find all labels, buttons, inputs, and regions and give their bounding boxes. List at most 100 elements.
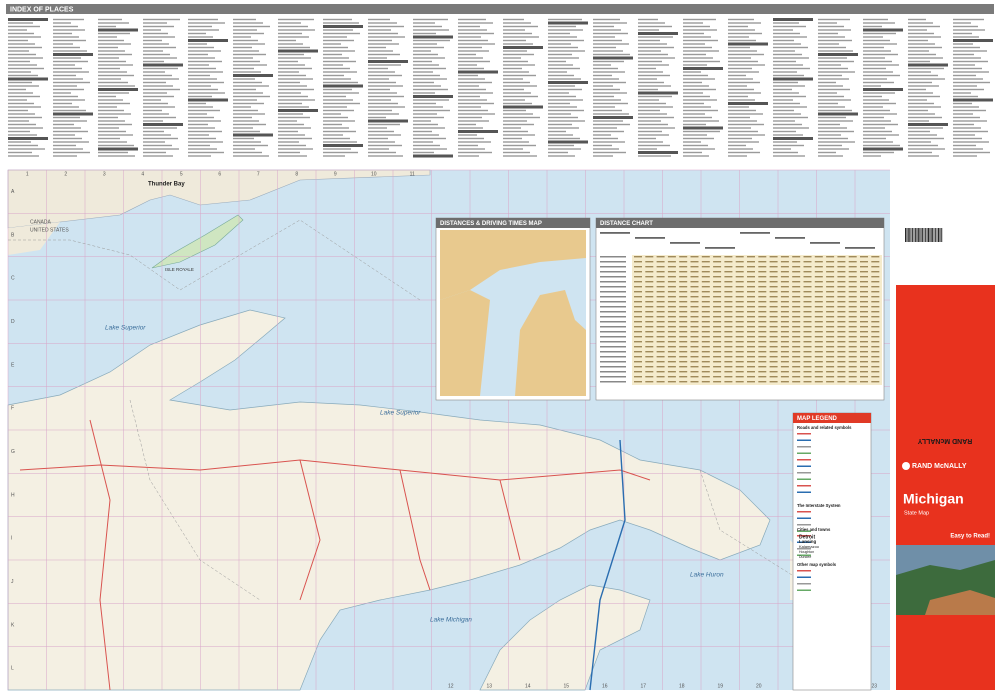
grid-col-label: 5 [180,171,183,177]
panel-header [596,218,884,228]
index-entry [548,85,575,87]
chart-cell [837,361,846,363]
chart-cell [679,296,688,298]
index-entry [53,141,89,143]
chart-cell [679,381,688,383]
index-entry [548,148,581,150]
index-entry [503,32,532,35]
index-entry [233,60,260,63]
chart-cell [667,336,676,338]
index-entry [98,57,119,59]
chart-row-label [600,341,626,343]
chart-cell [860,376,868,378]
index-entry [458,144,478,147]
bar-stripe [911,228,913,242]
index-entry [593,102,628,105]
index-entry [863,99,889,101]
index-entry [98,32,130,35]
chart-cell [701,286,710,288]
index-entry [638,22,665,24]
index-entry [818,81,836,84]
index-entry [503,134,535,136]
chart-cell [701,336,710,338]
lake-label: Lake Michigan [430,617,472,624]
chart-cell [634,341,642,343]
chart-cell [645,311,654,313]
chart-cell [724,301,733,303]
index-entry [98,36,117,38]
index-entry [773,141,797,143]
index-entry [863,53,898,56]
chart-cell [871,366,880,368]
index-entry [548,106,577,108]
legend-section: The Interstate System [797,503,841,508]
chart-cell [656,256,665,258]
index-entry [773,32,800,35]
chart-cell [724,381,733,383]
index-entry [503,78,523,80]
index-entry [953,57,981,59]
index-entry [143,148,179,150]
index-entry [413,134,439,136]
index-entry [98,67,120,70]
chart-cell [747,381,755,383]
chart-cell [769,376,778,378]
chart-cell [735,331,744,333]
chart-cell [634,296,642,298]
borders [8,219,801,601]
chart-cell [837,366,846,368]
index-entry [413,53,438,56]
grid-row-label: I [11,536,12,542]
index-entry [818,50,853,52]
index-entry [278,148,313,150]
index-section-bar [278,49,318,53]
index-entry [773,43,801,45]
index-entry [953,46,980,49]
index-section-bar [8,77,48,81]
chart-cell [826,331,835,333]
chart-cell [701,321,710,323]
chart-cell [634,366,642,368]
isle-royale [151,214,244,269]
index-entry [818,155,843,157]
index-entry [458,95,480,98]
index-entry [548,123,572,126]
chart-cell [634,321,642,323]
index-entry [368,74,402,77]
index-entry [368,127,387,129]
index-entry [728,130,758,133]
index-entry [323,151,358,154]
grid-col-label: 12 [448,683,454,689]
bar-stripe [934,228,936,242]
index-entry [548,102,570,105]
chart-cell [634,316,642,318]
index-entry [8,74,38,77]
legend-header [793,413,871,423]
index-entry [98,74,134,77]
chart-cell [814,261,823,263]
border [129,399,261,601]
chart-cell [792,296,801,298]
chart-cell [769,331,778,333]
chart-cell [645,291,654,293]
index-entry [863,43,897,45]
chart-cell [701,346,710,348]
index-entry [143,88,180,91]
chart-cell [848,266,857,268]
index-entry [143,18,180,21]
lake-label: Lake Huron [690,572,724,579]
chart-cell [679,266,688,268]
index-entry [188,106,213,108]
index-entry [503,130,528,133]
chart-cell [656,306,665,308]
bar-stripe [905,228,906,242]
chart-cell [837,376,846,378]
index-entry [8,57,43,59]
chart-cell [848,351,857,353]
chart-cell [848,256,857,258]
index-entry [98,95,116,98]
index-entry [908,88,926,91]
chart-cell [871,321,880,323]
chart-cell [803,276,812,278]
